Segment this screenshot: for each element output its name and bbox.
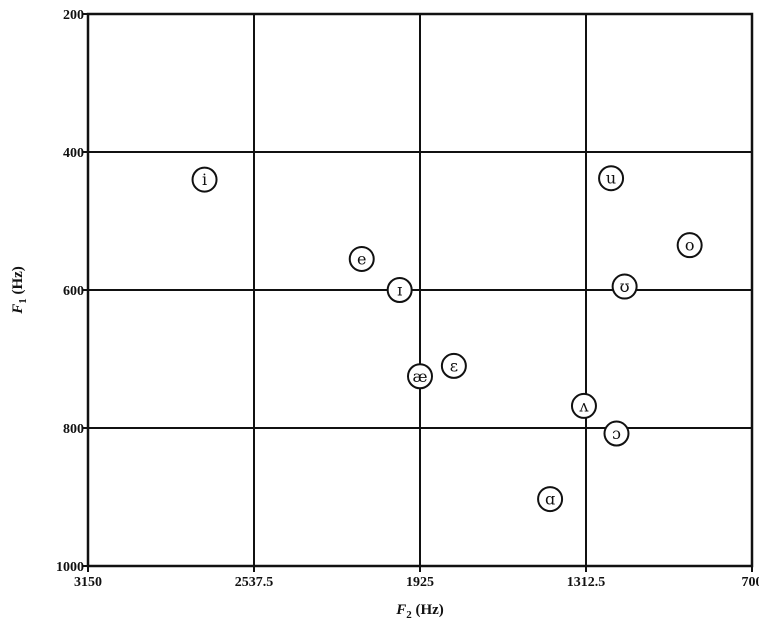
vowel-point-label: ʊ: [620, 277, 630, 296]
vowel-point: ɑ: [537, 486, 564, 513]
vowel-point-circle: [440, 352, 467, 379]
y-tick-label: 1000: [56, 560, 84, 575]
y-tick-label: 200: [63, 8, 84, 23]
x-tick-label: 700: [742, 575, 759, 590]
y-tick-label: 800: [63, 422, 84, 437]
vowel-point-circle: [598, 165, 625, 192]
vowel-point-circle: [537, 486, 564, 513]
vowel-point-label: ɑ: [545, 490, 555, 509]
vowel-point-circle: [191, 166, 218, 193]
vowel-point-label: ɛ: [450, 356, 458, 375]
x-axis-ticks: 3150 2537.5 1925 1312.5 700: [74, 566, 759, 590]
y-axis-label: F1 (Hz): [10, 266, 29, 315]
x-tick-label: 1312.5: [567, 575, 606, 590]
vowel-point-circle: [611, 273, 638, 300]
x-axis-label: F2 (Hz): [395, 602, 444, 621]
x-tick-label: 2537.5: [235, 575, 274, 590]
vowel-point-label: ɔ: [612, 424, 621, 443]
data-points: i e ɪ æ ɛ u o ʊ ʌ ɔ ɑ: [191, 165, 703, 513]
vowel-point-circle: [348, 245, 375, 272]
gridlines: [88, 14, 752, 566]
vowel-point-circle: [570, 392, 597, 419]
x-tick-label: 3150: [74, 575, 102, 590]
y-tick-label: 400: [63, 146, 84, 161]
x-axis-label-unit: (Hz): [412, 602, 444, 618]
vowel-point: e: [348, 245, 375, 272]
vowel-point: ɔ: [603, 420, 630, 447]
x-tick-label: 1925: [406, 575, 434, 590]
vowel-point-circle: [407, 363, 433, 390]
vowel-point: i: [191, 166, 218, 193]
vowel-point: ʊ: [611, 273, 638, 300]
y-tick-label: 600: [63, 284, 84, 299]
vowel-point-label: ɪ: [397, 281, 402, 300]
vowel-point-label: e: [357, 249, 366, 268]
x-axis-label-symbol: F: [395, 602, 406, 618]
vowel-point: ʌ: [570, 392, 597, 419]
vowel-point-circle: [676, 232, 703, 259]
vowel-point-label: æ: [412, 367, 427, 386]
vowel-point-label: ʌ: [578, 396, 588, 415]
vowel-point-label: o: [685, 236, 695, 255]
vowel-point-circle: [386, 277, 413, 303]
x-axis-label-subscript: 2: [406, 609, 412, 621]
y-axis-ticks: 200 400 600 800 1000: [56, 8, 88, 575]
vowel-point-circle: [603, 420, 630, 447]
y-axis-label-unit: (Hz): [10, 266, 26, 298]
vowel-point: u: [598, 165, 625, 192]
vowel-point: æ: [407, 363, 433, 390]
vowel-point: o: [676, 232, 703, 259]
vowel-point: ɛ: [440, 352, 467, 379]
y-axis-label-symbol: F: [10, 304, 26, 315]
vowel-point: ɪ: [386, 277, 413, 303]
y-axis-label-subscript: 1: [17, 298, 29, 304]
vowel-point-label: u: [606, 169, 616, 188]
vowel-point-label: i: [202, 170, 207, 189]
